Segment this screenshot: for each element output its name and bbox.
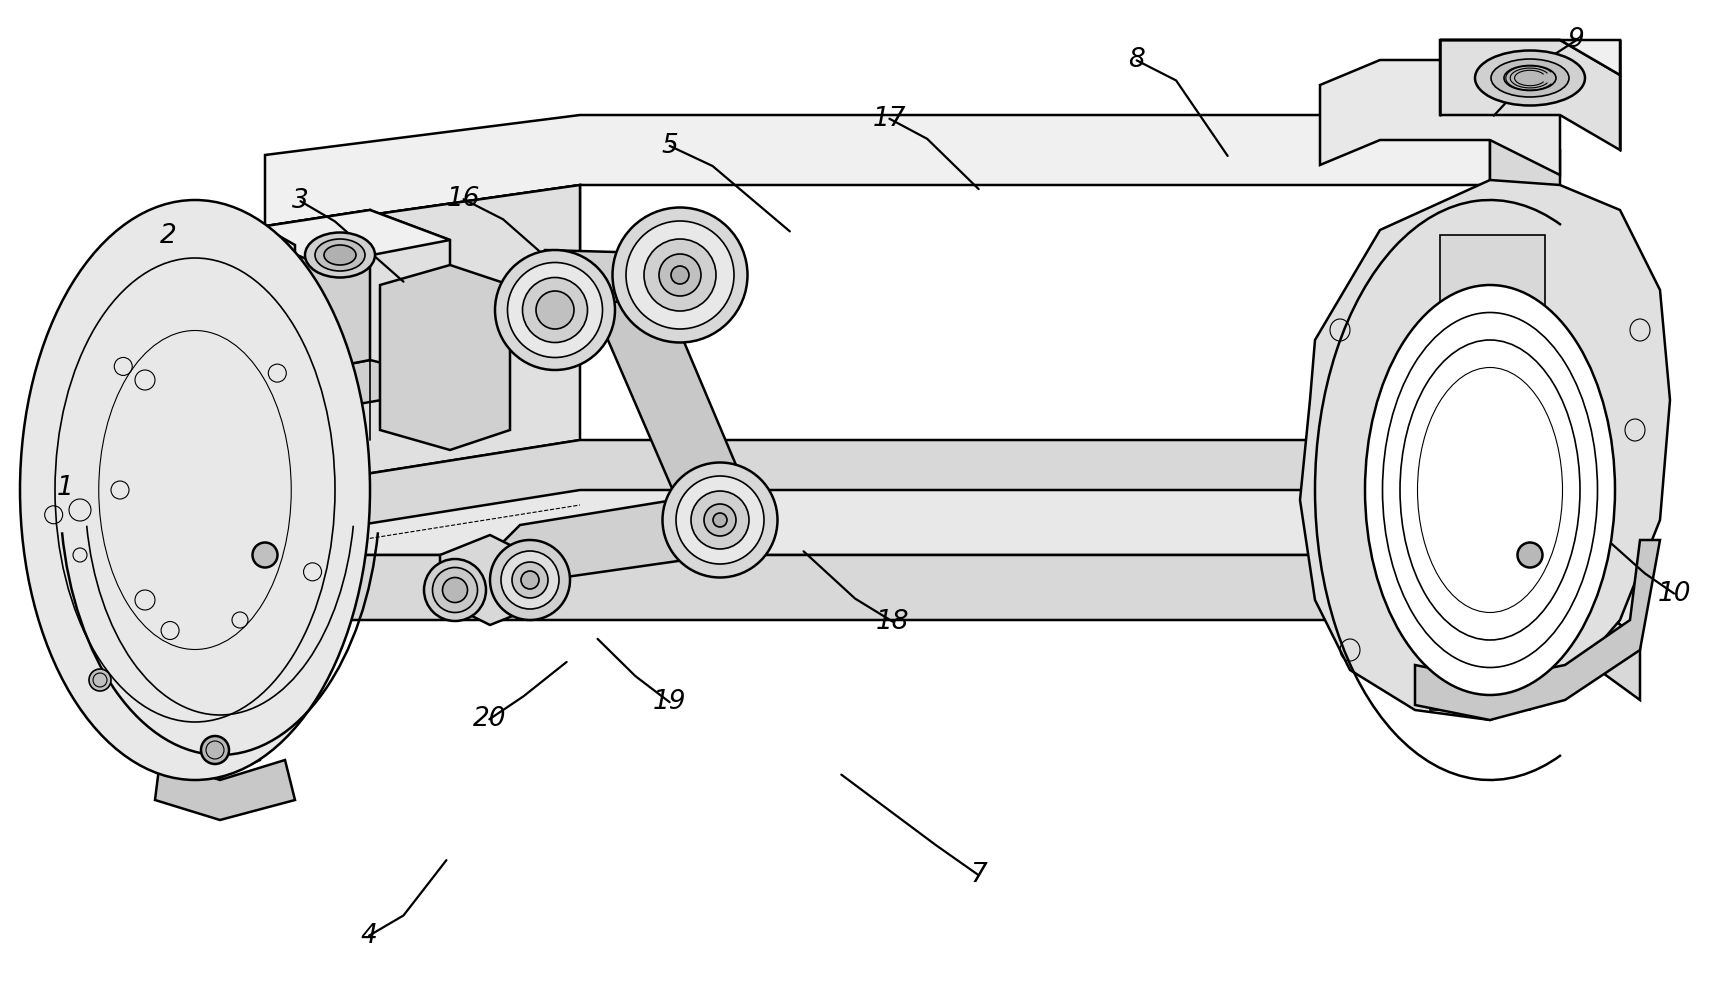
Polygon shape xyxy=(240,210,369,385)
Polygon shape xyxy=(264,185,580,320)
Polygon shape xyxy=(264,440,1490,540)
Ellipse shape xyxy=(1518,542,1542,567)
Polygon shape xyxy=(58,410,130,585)
Text: 16: 16 xyxy=(446,186,481,212)
Polygon shape xyxy=(264,185,580,490)
Polygon shape xyxy=(175,700,259,780)
Polygon shape xyxy=(58,420,81,610)
Text: 19: 19 xyxy=(652,689,687,715)
Polygon shape xyxy=(1300,180,1671,720)
Text: 3: 3 xyxy=(292,188,309,214)
Polygon shape xyxy=(165,480,1640,640)
Ellipse shape xyxy=(1475,50,1585,106)
Ellipse shape xyxy=(627,221,733,329)
Ellipse shape xyxy=(676,476,764,564)
Polygon shape xyxy=(1490,115,1561,220)
Ellipse shape xyxy=(522,278,587,342)
Ellipse shape xyxy=(659,254,701,296)
Polygon shape xyxy=(1415,540,1660,720)
Ellipse shape xyxy=(501,551,560,609)
Ellipse shape xyxy=(252,542,278,567)
Ellipse shape xyxy=(443,577,467,603)
Text: 7: 7 xyxy=(970,862,987,888)
Polygon shape xyxy=(196,225,295,305)
Polygon shape xyxy=(58,410,130,445)
Ellipse shape xyxy=(494,250,615,370)
Polygon shape xyxy=(1441,40,1621,150)
Text: 10: 10 xyxy=(1657,580,1691,607)
Polygon shape xyxy=(240,210,450,385)
Ellipse shape xyxy=(536,291,573,329)
Polygon shape xyxy=(1430,640,1530,710)
Polygon shape xyxy=(155,760,295,820)
Text: 5: 5 xyxy=(661,133,678,159)
Text: 4: 4 xyxy=(361,923,378,949)
Ellipse shape xyxy=(663,463,778,577)
Ellipse shape xyxy=(1504,65,1556,91)
Polygon shape xyxy=(1320,60,1561,175)
Ellipse shape xyxy=(89,669,112,691)
Text: 2: 2 xyxy=(160,223,177,249)
Ellipse shape xyxy=(306,232,374,278)
Polygon shape xyxy=(489,490,750,585)
Text: 20: 20 xyxy=(472,706,507,732)
Text: 1: 1 xyxy=(57,475,74,501)
Polygon shape xyxy=(1441,40,1621,75)
Ellipse shape xyxy=(613,207,747,342)
Ellipse shape xyxy=(1365,285,1616,695)
Polygon shape xyxy=(165,555,264,700)
Ellipse shape xyxy=(489,540,570,620)
Ellipse shape xyxy=(433,567,477,613)
Ellipse shape xyxy=(1490,59,1569,97)
Ellipse shape xyxy=(325,245,355,265)
Text: 17: 17 xyxy=(872,106,907,132)
Ellipse shape xyxy=(21,200,369,780)
Ellipse shape xyxy=(314,239,366,271)
Ellipse shape xyxy=(704,504,737,536)
Polygon shape xyxy=(165,555,1640,700)
Polygon shape xyxy=(264,115,1490,230)
Ellipse shape xyxy=(508,263,603,357)
Polygon shape xyxy=(1490,185,1561,535)
Text: 8: 8 xyxy=(1128,47,1145,73)
Polygon shape xyxy=(379,265,510,450)
Ellipse shape xyxy=(512,562,548,598)
Polygon shape xyxy=(510,250,740,315)
Ellipse shape xyxy=(201,736,228,764)
Polygon shape xyxy=(264,295,440,420)
Polygon shape xyxy=(1441,235,1545,340)
Polygon shape xyxy=(240,210,450,265)
Polygon shape xyxy=(596,285,755,530)
Ellipse shape xyxy=(644,239,716,311)
Ellipse shape xyxy=(520,571,539,589)
Ellipse shape xyxy=(424,559,486,621)
Text: 9: 9 xyxy=(1568,27,1585,53)
Ellipse shape xyxy=(690,491,749,549)
Text: 18: 18 xyxy=(876,609,910,635)
Ellipse shape xyxy=(671,266,689,284)
Polygon shape xyxy=(440,535,541,625)
Ellipse shape xyxy=(713,513,726,527)
